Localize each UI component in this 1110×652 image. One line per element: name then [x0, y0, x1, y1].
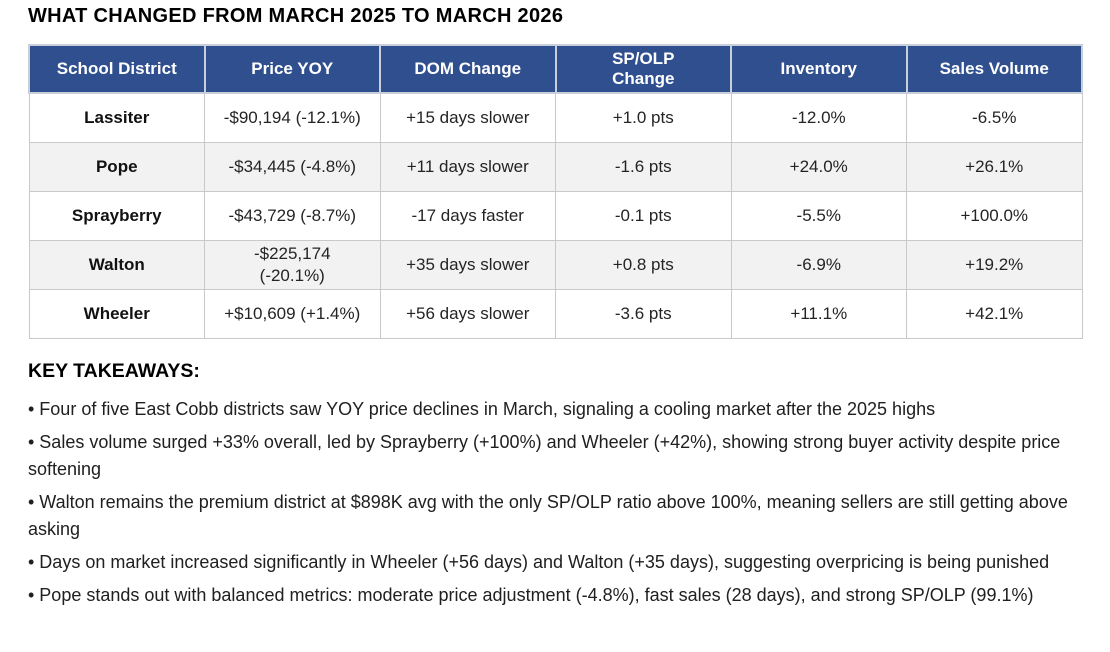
cell-district: Sprayberry	[28, 190, 205, 241]
col-header-school-district: School District	[28, 44, 206, 94]
market-change-table: School District Price YOY DOM Change SP/…	[28, 44, 1083, 339]
col-header-price-yoy: Price YOY	[203, 44, 381, 94]
cell-dom-change: -17 days faster	[379, 190, 556, 241]
page-title: WHAT CHANGED FROM MARCH 2025 TO MARCH 20…	[28, 5, 564, 27]
cell-inventory: -6.9%	[730, 239, 907, 290]
cell-dom-change: +11 days slower	[379, 141, 556, 192]
takeaway-bullet-pope-balanced: • Pope stands out with balanced metrics:…	[28, 584, 1034, 605]
cell-sp-olp-change: -1.6 pts	[555, 141, 732, 192]
cell-price-yoy: -$225,174 (-20.1%)	[204, 239, 381, 290]
cell-inventory: -5.5%	[730, 190, 907, 241]
table-row-sprayberry: Sprayberry -$43,729 (-8.7%) -17 days fas…	[28, 190, 1083, 241]
cell-price-yoy: -$43,729 (-8.7%)	[204, 190, 381, 241]
col-header-inventory: Inventory	[730, 44, 908, 94]
cell-sales-volume: +19.2%	[906, 239, 1083, 290]
table-row-walton: Walton -$225,174 (-20.1%) +35 days slowe…	[28, 239, 1083, 290]
col-header-dom-change: DOM Change	[379, 44, 557, 94]
takeaway-bullet-walton-premium: • Walton remains the premium district at…	[28, 491, 1068, 539]
cell-price-yoy: +$10,609 (+1.4%)	[204, 288, 381, 339]
takeaway-bullet-price-declines: • Four of five East Cobb districts saw Y…	[28, 398, 936, 419]
cell-inventory: +11.1%	[730, 288, 907, 339]
cell-dom-change: +35 days slower	[379, 239, 556, 290]
report-page: WHAT CHANGED FROM MARCH 2025 TO MARCH 20…	[28, 5, 1086, 609]
cell-sales-volume: +26.1%	[906, 141, 1083, 192]
cell-dom-change: +15 days slower	[379, 92, 556, 143]
col-header-sales-volume: Sales Volume	[905, 44, 1083, 94]
cell-district: Pope	[28, 141, 205, 192]
cell-inventory: -12.0%	[730, 92, 907, 143]
cell-sales-volume: +42.1%	[906, 288, 1083, 339]
col-header-sp-olp-change: SP/OLP Change	[554, 44, 732, 94]
takeaway-bullet-days-on-market: • Days on market increased significantly…	[28, 551, 1050, 572]
cell-price-yoy: -$34,445 (-4.8%)	[204, 141, 381, 192]
table-row-wheeler: Wheeler +$10,609 (+1.4%) +56 days slower…	[28, 288, 1083, 339]
cell-sp-olp-change: -3.6 pts	[555, 288, 732, 339]
cell-sales-volume: +100.0%	[906, 190, 1083, 241]
cell-district: Lassiter	[28, 92, 205, 143]
table-row-pope: Pope -$34,445 (-4.8%) +11 days slower -1…	[28, 141, 1083, 192]
cell-sales-volume: -6.5%	[906, 92, 1083, 143]
cell-price-yoy: -$90,194 (-12.1%)	[204, 92, 381, 143]
cell-sp-olp-change: -0.1 pts	[555, 190, 732, 241]
cell-district: Wheeler	[28, 288, 205, 339]
key-takeaways-heading: KEY TAKEAWAYS:	[28, 359, 200, 382]
table-row-lassiter: Lassiter -$90,194 (-12.1%) +15 days slow…	[28, 92, 1083, 143]
cell-sp-olp-change: +1.0 pts	[555, 92, 732, 143]
cell-sp-olp-change: +0.8 pts	[555, 239, 732, 290]
table-header-row: School District Price YOY DOM Change SP/…	[28, 44, 1083, 94]
takeaway-bullet-sales-volume: • Sales volume surged +33% overall, led …	[28, 431, 1061, 479]
cell-inventory: +24.0%	[730, 141, 907, 192]
key-takeaways-section: KEY TAKEAWAYS: • Four of five East Cobb …	[28, 360, 1086, 609]
cell-district: Walton	[28, 239, 205, 290]
cell-dom-change: +56 days slower	[379, 288, 556, 339]
